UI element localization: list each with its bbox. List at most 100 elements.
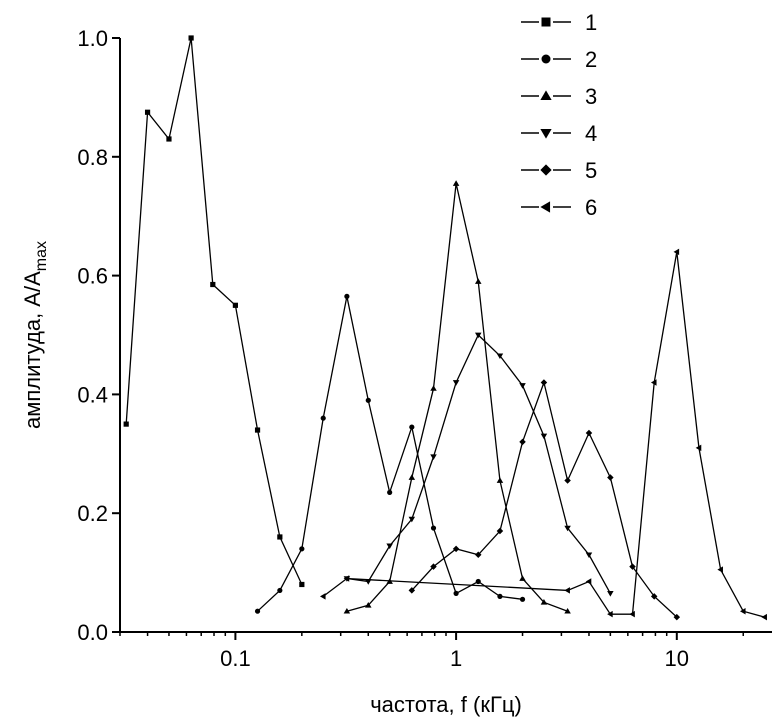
- data-point: [166, 136, 172, 142]
- data-point: [585, 578, 592, 585]
- data-point: [540, 599, 548, 605]
- data-point: [650, 379, 657, 386]
- data-point: [344, 293, 350, 299]
- data-point: [319, 593, 326, 600]
- y-tick-label: 1.0: [77, 26, 108, 51]
- legend-label: 2: [585, 47, 597, 72]
- legend-marker: [540, 128, 552, 139]
- data-point: [299, 581, 305, 588]
- data-point: [365, 579, 372, 585]
- data-point: [452, 180, 460, 186]
- series-line: [322, 251, 765, 618]
- series-2: [254, 293, 526, 614]
- data-point: [452, 545, 460, 553]
- legend-entry: 5: [521, 158, 597, 183]
- data-point: [320, 415, 326, 421]
- x-axis-title: частота, f (кГц): [370, 692, 522, 717]
- data-point: [695, 444, 702, 452]
- legend-entry: 4: [521, 121, 597, 146]
- data-point: [144, 109, 151, 115]
- data-point: [564, 587, 570, 594]
- series-line: [257, 296, 523, 612]
- data-point: [629, 610, 635, 618]
- series-6: [319, 248, 767, 621]
- data-point: [254, 427, 261, 433]
- legend-label: 3: [585, 84, 597, 109]
- legend-marker: [541, 54, 551, 64]
- data-point: [408, 587, 416, 594]
- data-point: [386, 543, 393, 550]
- y-ticks: 0.0 0.2 0.4 0.6 0.8 1.0: [77, 26, 120, 645]
- legend-marker: [540, 201, 551, 213]
- data-point: [585, 552, 593, 559]
- data-point: [343, 607, 351, 614]
- y-axis-title: амплитуда, A/Amax: [20, 241, 50, 429]
- x-tick-label: 10: [665, 646, 689, 671]
- plot-area: 0.0 0.2 0.4 0.6 0.8 1.0 0.1 1 10: [77, 26, 772, 671]
- data-point: [519, 383, 526, 389]
- data-point: [607, 474, 614, 481]
- data-point: [408, 516, 416, 523]
- legend-entry: 1: [521, 10, 597, 35]
- data-point: [739, 607, 746, 615]
- data-point: [188, 35, 194, 41]
- series-line: [125, 37, 303, 585]
- series-1: [123, 35, 305, 588]
- data-point: [123, 421, 129, 427]
- data-point: [673, 248, 680, 256]
- legend-label: 4: [585, 121, 597, 146]
- data-point: [452, 380, 460, 386]
- y-tick-label: 0.4: [77, 382, 108, 407]
- legend-label: 5: [585, 158, 597, 183]
- data-point: [564, 477, 571, 484]
- legend-marker: [541, 17, 551, 27]
- y-tick-label: 0.0: [77, 620, 108, 645]
- legend-entry: 6: [521, 195, 597, 220]
- data-point: [475, 578, 481, 585]
- data-point: [650, 593, 658, 600]
- data-point: [254, 608, 261, 614]
- data-point: [409, 424, 415, 430]
- data-point: [564, 525, 571, 532]
- data-point: [210, 281, 216, 288]
- data-point: [519, 575, 526, 581]
- legend-marker: [540, 164, 552, 176]
- data-point: [387, 489, 393, 496]
- data-point: [430, 563, 437, 570]
- data-point: [430, 385, 437, 391]
- x-tick-label: 0.1: [220, 646, 251, 671]
- y-axis-title-main: амплитуда, A/A: [20, 271, 45, 429]
- data-point: [607, 591, 614, 597]
- legend: 1 2 3 4 5 6: [521, 10, 597, 220]
- y-tick-label: 0.8: [77, 145, 108, 170]
- data-point: [365, 397, 371, 403]
- legend-label: 6: [585, 195, 597, 220]
- data-point: [365, 602, 372, 608]
- x-ticks: 0.1 1 10: [119, 632, 744, 671]
- series-5: [408, 379, 681, 621]
- data-point: [540, 379, 548, 386]
- data-point: [277, 587, 283, 594]
- data-point: [430, 525, 437, 531]
- legend-entry: 2: [521, 47, 597, 72]
- data-point: [540, 433, 548, 440]
- data-point: [629, 563, 636, 570]
- data-point: [519, 438, 526, 446]
- data-point: [519, 596, 526, 602]
- data-point: [496, 353, 504, 360]
- data-point: [277, 534, 283, 540]
- legend-entry: 3: [521, 84, 597, 109]
- data-point: [673, 613, 681, 621]
- data-point: [585, 429, 593, 437]
- data-point: [564, 607, 571, 614]
- series-3: [343, 180, 571, 614]
- data-point: [299, 546, 305, 552]
- data-point: [496, 527, 504, 535]
- data-point: [408, 474, 416, 480]
- data-point: [475, 278, 482, 284]
- x-tick-label: 1: [450, 646, 462, 671]
- y-tick-label: 0.2: [77, 501, 108, 526]
- y-tick-label: 0.6: [77, 264, 108, 289]
- series-layer: [123, 35, 767, 621]
